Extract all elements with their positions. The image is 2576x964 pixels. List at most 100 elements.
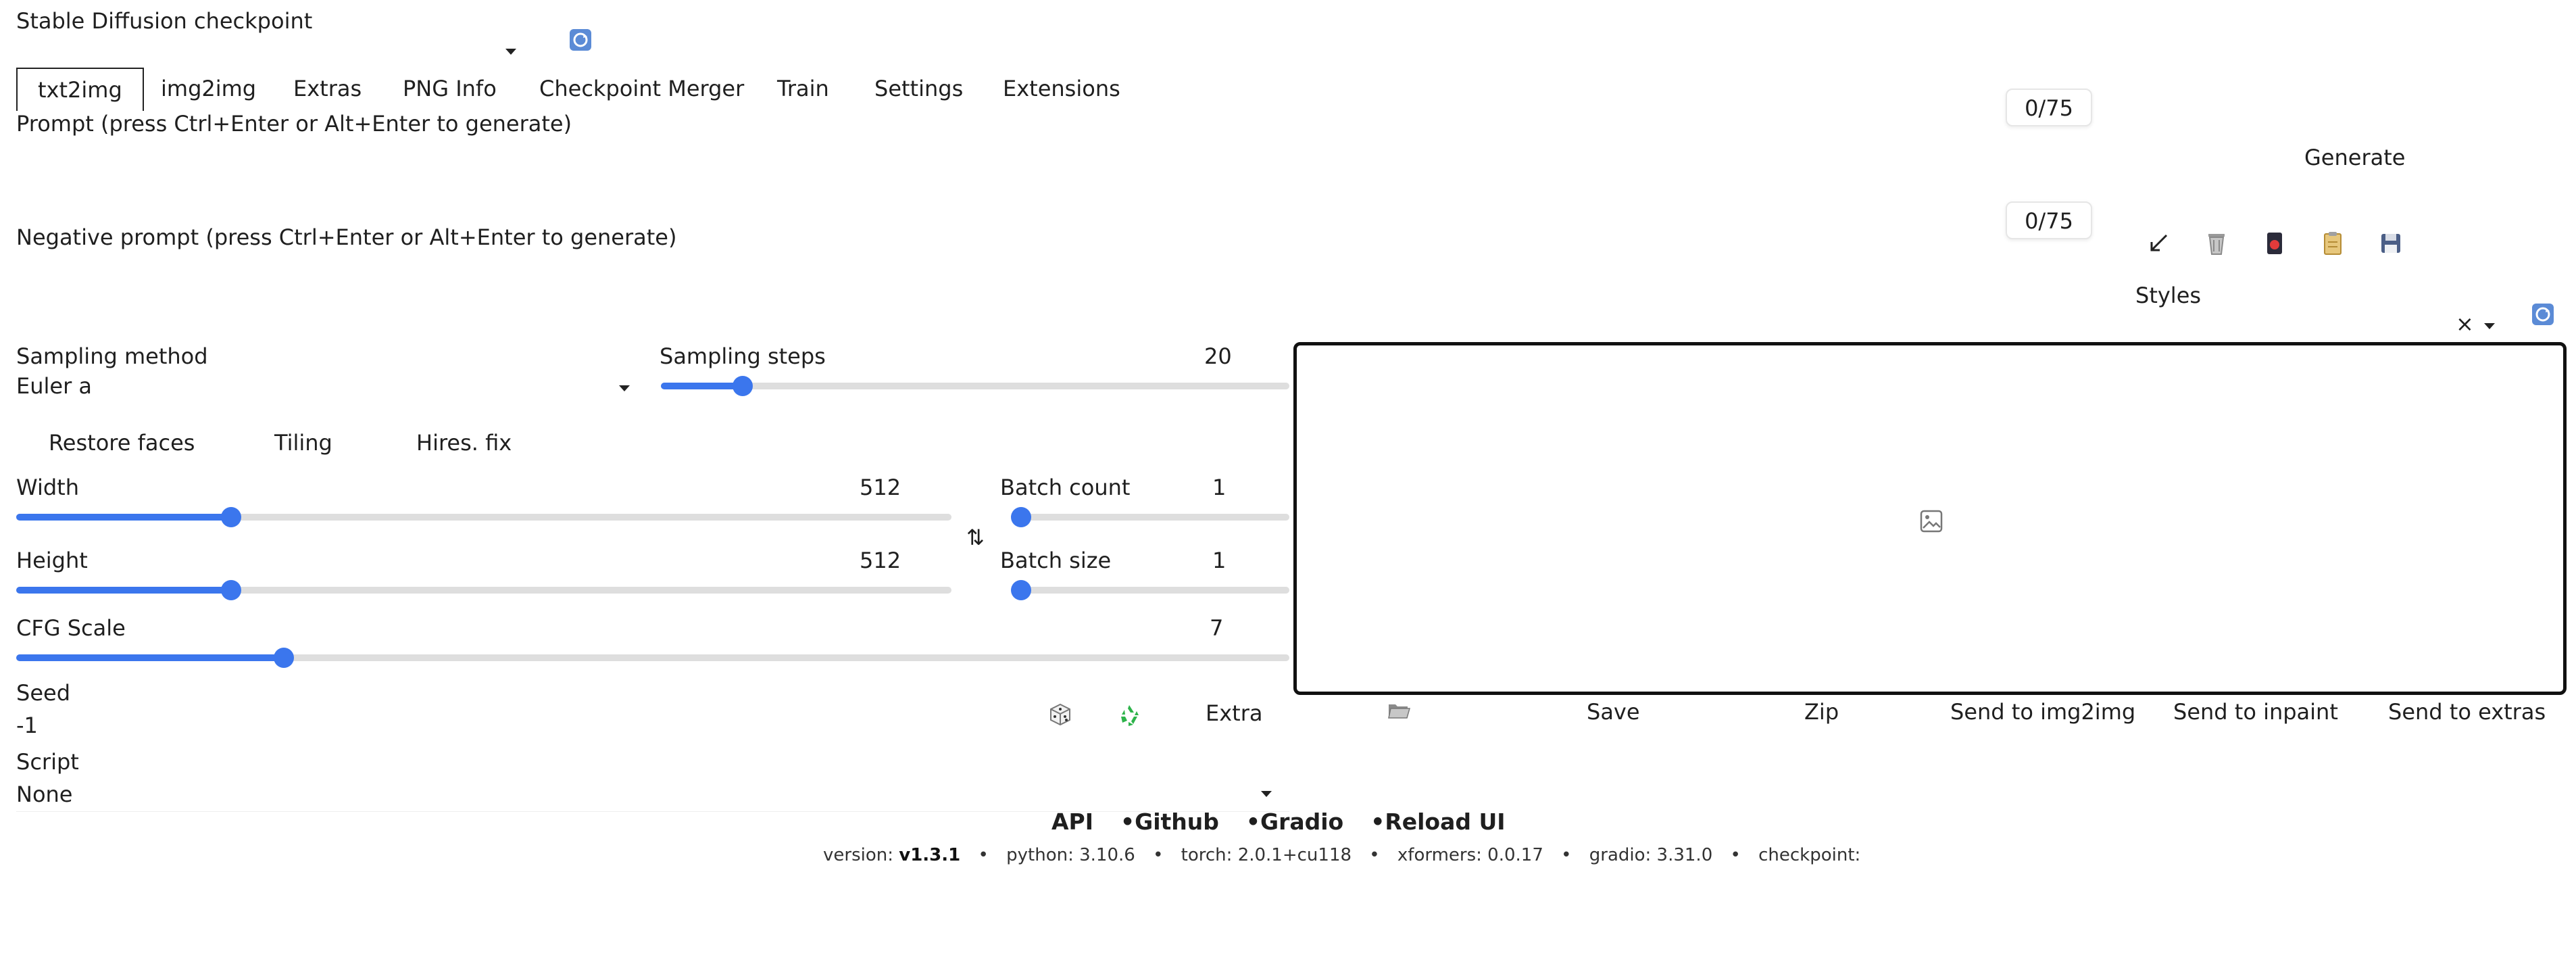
version-info: version: v1.3.1 • python: 3.10.6 • torch… [823,845,1860,865]
sampling-steps-value[interactable]: 20 [1204,343,1232,369]
styles-label: Styles [2135,283,2202,308]
tab-train[interactable]: Train [777,76,829,101]
sampling-steps-slider[interactable] [661,376,1289,396]
seed-input[interactable]: -1 [16,713,38,738]
save-button[interactable]: Save [1587,699,1640,725]
xformers-version: xformers: 0.0.17 [1397,845,1543,865]
sampling-method-label: Sampling method [16,343,208,369]
checkpoint-label: Stable Diffusion checkpoint [16,8,313,34]
slider-thumb[interactable] [732,376,753,396]
folder-icon[interactable] [1387,699,1411,722]
separator: • [1370,809,1385,835]
send-to-inpaint-button[interactable]: Send to inpaint [2173,699,2338,725]
slider-fill [16,654,284,661]
tab-settings[interactable]: Settings [874,76,964,101]
trash-icon[interactable] [2202,228,2231,258]
script-value: None [16,781,73,807]
cfg-scale-slider[interactable] [16,648,1289,668]
clear-icon[interactable]: × [2456,311,2474,337]
reload-ui-link[interactable]: Reload UI [1385,809,1506,835]
api-link[interactable]: API [1051,809,1094,835]
prompt-label: Prompt (press Ctrl+Enter or Alt+Enter to… [16,111,572,137]
sampling-method-value: Euler a [16,373,93,399]
negative-prompt-input[interactable] [14,256,1987,316]
cfg-scale-value[interactable]: 7 [1210,615,1224,641]
version-value: v1.3.1 [899,845,961,865]
tab-png-info[interactable]: PNG Info [403,76,497,101]
script-dropdown[interactable]: None [16,781,1289,812]
clipboard-icon[interactable] [2318,228,2348,258]
style-card-icon[interactable] [2260,228,2289,258]
slider-fill [16,514,232,521]
dice-icon[interactable] [1047,702,1073,727]
gradio-version: gradio: 3.31.0 [1589,845,1713,865]
slider-fill [16,587,232,594]
swap-dimensions-icon[interactable]: ⇅ [966,525,985,550]
torch-version: torch: 2.0.1+cu118 [1181,845,1352,865]
arrow-icon[interactable] [2144,228,2173,258]
styles-dropdown[interactable]: × [2085,311,2504,341]
slider-thumb[interactable] [221,580,242,600]
tab-img2img[interactable]: img2img [161,76,257,101]
send-to-img2img-button[interactable]: Send to img2img [1950,699,2136,725]
negative-prompt-label: Negative prompt (press Ctrl+Enter or Alt… [16,224,677,250]
sampling-steps-label: Sampling steps [660,343,826,369]
chevron-down-icon [2484,323,2495,329]
separator: • [1369,845,1380,865]
hires-fix-checkbox[interactable]: Hires. fix [416,430,512,456]
refresh-icon[interactable] [569,28,592,51]
python-version: python: 3.10.6 [1006,845,1135,865]
generate-button[interactable]: Generate [2304,145,2406,170]
send-to-extras-button[interactable]: Send to extras [2388,699,2546,725]
save-icon[interactable] [2376,228,2406,258]
cfg-scale-label: CFG Scale [16,615,126,641]
height-slider[interactable] [16,580,951,600]
width-label: Width [16,475,79,500]
zip-button[interactable]: Zip [1804,699,1839,725]
slider-thumb[interactable] [273,648,294,668]
batch-size-label: Batch size [1000,548,1112,573]
checkpoint-hash: checkpoint: [1758,845,1861,865]
separator: • [1245,809,1260,835]
batch-size-slider[interactable] [1011,580,1289,600]
sampling-method-dropdown[interactable]: Euler a [16,373,635,403]
tab-txt2img[interactable]: txt2img [16,68,144,111]
separator: • [1153,845,1164,865]
tab-checkpoint-merger[interactable]: Checkpoint Merger [539,76,745,101]
script-label: Script [16,749,79,775]
tab-extensions[interactable]: Extensions [1003,76,1120,101]
image-placeholder-icon [1920,510,1943,533]
chevron-down-icon [505,49,516,55]
batch-count-slider[interactable] [1011,507,1289,527]
batch-count-value[interactable]: 1 [1212,475,1227,500]
prompt-input[interactable] [14,142,1987,203]
separator: • [1730,845,1741,865]
separator: • [978,845,989,865]
checkpoint-dropdown[interactable] [14,37,527,65]
refresh-icon[interactable] [2531,303,2554,326]
recycle-icon[interactable] [1116,702,1142,727]
height-label: Height [16,548,88,573]
gradio-link[interactable]: Gradio [1260,809,1344,835]
seed-label: Seed [16,680,70,706]
batch-size-value[interactable]: 1 [1212,548,1227,573]
slider-thumb[interactable] [1011,580,1031,600]
seed-extra-checkbox[interactable]: Extra [1206,700,1263,726]
output-image-area[interactable] [1293,342,2567,695]
width-value[interactable]: 512 [860,475,901,500]
github-link[interactable]: Github [1135,809,1219,835]
slider-fill [661,383,743,389]
negative-prompt-token-counter: 0/75 [2006,201,2092,239]
slider-thumb[interactable] [221,507,242,527]
tiling-checkbox[interactable]: Tiling [274,430,332,456]
slider-thumb[interactable] [1011,507,1031,527]
version-label: version: [823,845,893,865]
chevron-down-icon [619,385,630,391]
prompt-token-counter: 0/75 [2006,89,2092,126]
restore-faces-checkbox[interactable]: Restore faces [49,430,195,456]
tab-extras[interactable]: Extras [293,76,362,101]
height-value[interactable]: 512 [860,548,901,573]
width-slider[interactable] [16,507,951,527]
footer-links: API •Github •Gradio •Reload UI [1051,809,1506,835]
chevron-down-icon [1261,791,1272,797]
